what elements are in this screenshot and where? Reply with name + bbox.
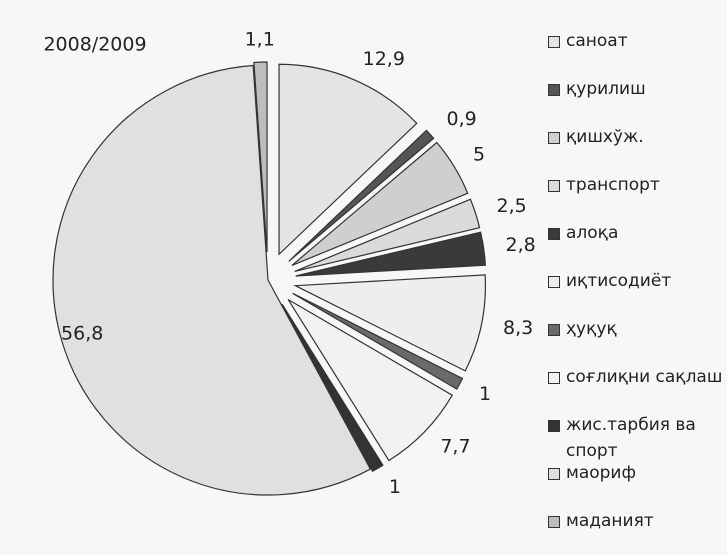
- pie-slice: [281, 303, 384, 473]
- legend-swatch: [548, 324, 560, 336]
- pie-slice: [287, 298, 454, 462]
- data-label: 12,9: [363, 48, 405, 70]
- legend-item: саноат: [548, 28, 723, 76]
- data-label: 1,1: [245, 29, 275, 51]
- pie-slice: [278, 63, 418, 256]
- legend-label: соғлиқни сақлаш: [566, 367, 723, 387]
- pie-slice: [295, 231, 487, 277]
- legend-swatch: [548, 36, 560, 48]
- legend-label: ҳуқуқ: [566, 319, 617, 339]
- legend: саноат қурилиш қишхўж. транспорт алоқа иқтисо…: [548, 28, 723, 555]
- legend-item: ҳуқуқ: [548, 316, 723, 364]
- legend-swatch: [548, 468, 560, 480]
- pie-slice: [292, 292, 464, 390]
- data-label: 2,5: [496, 195, 526, 217]
- legend-label: маориф: [566, 463, 637, 483]
- data-label: 1: [389, 476, 401, 498]
- pie-slice: [294, 198, 481, 273]
- chart-title: 2008/2009: [43, 34, 146, 56]
- data-label: 0,9: [447, 108, 477, 130]
- legend-item: иқтисодиёт: [548, 268, 723, 316]
- legend-swatch: [548, 420, 560, 432]
- legend-item: транспорт: [548, 172, 723, 220]
- legend-item: маданият: [548, 508, 723, 555]
- legend-swatch: [548, 276, 560, 288]
- legend-swatch: [548, 372, 560, 384]
- data-label: 2,8: [505, 234, 535, 256]
- legend-label: саноат: [566, 31, 628, 51]
- data-label: 5: [473, 144, 485, 166]
- legend-item: алоқа: [548, 220, 723, 268]
- legend-item: жис.тарбия ва спорт: [548, 412, 723, 461]
- legend-item: қишхўж.: [548, 124, 723, 172]
- data-label: 8,3: [503, 317, 533, 339]
- legend-swatch: [548, 516, 560, 528]
- chart: 2008/2009 12,9 0,9 5 2,5 2,8 8,3 1 7,7 1 56,8 1,1: [43, 29, 535, 498]
- data-label: 7,7: [440, 436, 470, 458]
- legend-label: иқтисодиёт: [566, 271, 672, 291]
- data-label: 56,8: [61, 322, 103, 344]
- legend-swatch: [548, 180, 560, 192]
- pie-slice: [253, 61, 268, 253]
- data-label: 1: [479, 383, 491, 405]
- pie-slice: [291, 141, 469, 267]
- legend-label: алоқа: [566, 223, 619, 243]
- pie-slice: [288, 129, 435, 262]
- legend-item: қурилиш: [548, 76, 723, 124]
- legend-swatch: [548, 84, 560, 96]
- legend-label: қишхўж.: [566, 127, 644, 147]
- legend-item: маориф: [548, 460, 723, 508]
- legend-item: соғлиқни сақлаш: [548, 364, 723, 412]
- legend-swatch: [548, 228, 560, 240]
- legend-swatch: [548, 132, 560, 144]
- legend-label: қурилиш: [566, 79, 646, 99]
- legend-label: жис.тарбия ва спорт: [566, 415, 696, 461]
- legend-label: маданият: [566, 511, 654, 531]
- legend-label: транспорт: [566, 175, 660, 195]
- pie-slice: [293, 274, 487, 372]
- pie-slice: [52, 64, 372, 496]
